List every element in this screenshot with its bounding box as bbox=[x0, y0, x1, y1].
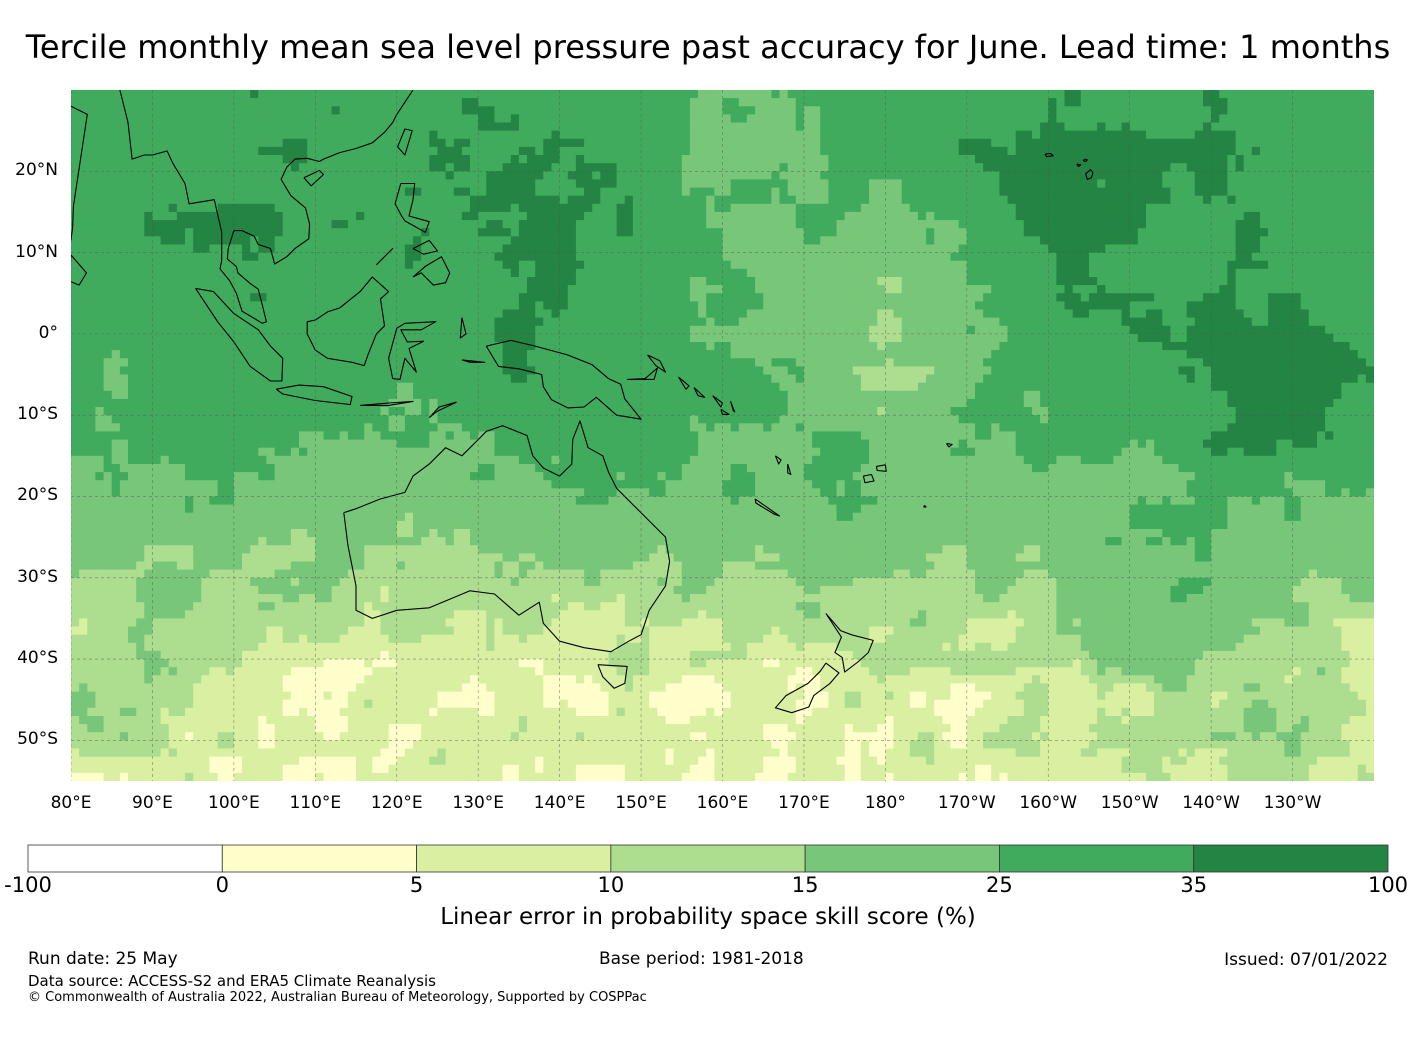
lat-label: 10°S bbox=[17, 404, 58, 425]
lat-label: 0° bbox=[38, 322, 58, 343]
coastline-3 bbox=[774, 662, 840, 714]
lat-label: 20°N bbox=[15, 160, 58, 181]
colorbar-tick-label: 35 bbox=[1180, 873, 1208, 897]
coastline-16 bbox=[376, 247, 394, 266]
colorbar-tick-label: 0 bbox=[215, 873, 229, 897]
coastline-40 bbox=[946, 443, 953, 448]
gridlines bbox=[71, 90, 1374, 781]
lon-label: 100°E bbox=[208, 793, 260, 813]
lon-label: 130°E bbox=[452, 793, 505, 813]
colorbar-tick-label: 15 bbox=[791, 873, 819, 897]
coastline-34 bbox=[712, 395, 724, 408]
coastline-29 bbox=[862, 473, 875, 484]
coastline-25 bbox=[1085, 169, 1094, 180]
colorbar-bin bbox=[416, 844, 612, 873]
lon-label: 90°E bbox=[132, 793, 173, 813]
coastline-36 bbox=[730, 401, 736, 413]
coastline-41 bbox=[923, 505, 927, 508]
coastline-31 bbox=[774, 455, 782, 465]
coastline-7 bbox=[275, 384, 353, 406]
lat-label: 50°S bbox=[17, 729, 58, 750]
lat-label: 30°S bbox=[17, 566, 58, 587]
colorbar-bin bbox=[221, 844, 417, 873]
lat-label: 40°S bbox=[17, 648, 58, 669]
coastline-19 bbox=[71, 254, 88, 286]
lon-label: 160°W bbox=[1019, 793, 1078, 813]
data-source: Data source: ACCESS-S2 and ERA5 Climate … bbox=[28, 972, 436, 990]
coastline-5 bbox=[306, 276, 390, 367]
coastline-18 bbox=[303, 169, 325, 187]
coastline-35 bbox=[720, 409, 730, 415]
coastline-12 bbox=[461, 359, 486, 363]
colorbar-tick-label: 10 bbox=[597, 873, 625, 897]
coastline-17 bbox=[397, 128, 413, 156]
map-title: Tercile monthly mean sea level pressure … bbox=[25, 28, 1391, 66]
colorbar-tick-label: -100 bbox=[4, 873, 52, 897]
coastline-8 bbox=[388, 321, 437, 380]
coastlines bbox=[71, 90, 1094, 714]
lat-label: 10°N bbox=[15, 241, 58, 262]
colorbar-bin bbox=[999, 844, 1195, 873]
lon-label: 140°E bbox=[533, 793, 586, 813]
colorbar-tick-label: 5 bbox=[409, 873, 424, 897]
coastline-11 bbox=[459, 317, 467, 339]
coastline-26 bbox=[1044, 152, 1054, 158]
lon-label: 150°E bbox=[615, 793, 667, 813]
issued-date: Issued: 07/01/2022 bbox=[1224, 950, 1388, 970]
lon-label: 170°E bbox=[778, 793, 830, 813]
base-period: Base period: 1981-2018 bbox=[599, 949, 804, 969]
coastline-30 bbox=[875, 464, 887, 472]
coastline-4 bbox=[485, 339, 642, 420]
coastline-37 bbox=[627, 367, 658, 380]
coastline-24 bbox=[1082, 158, 1088, 163]
colorbar-bin bbox=[27, 844, 223, 873]
coastline-32 bbox=[787, 463, 792, 476]
lon-label: 170°W bbox=[937, 793, 996, 813]
coastline-28 bbox=[754, 498, 781, 517]
colorbar-bin bbox=[1193, 844, 1389, 873]
coastline-2 bbox=[825, 613, 874, 673]
lon-label: 80°E bbox=[50, 793, 92, 813]
lon-label: 180° bbox=[864, 793, 906, 813]
colorbar-tick-label: 25 bbox=[986, 873, 1013, 897]
colorbar-tick-label: 100 bbox=[1367, 873, 1409, 897]
coastline-0 bbox=[343, 420, 671, 653]
lon-label: 110°E bbox=[289, 793, 342, 813]
coastline-27 bbox=[1076, 163, 1082, 167]
colorbar-label: Linear error in probability space skill … bbox=[440, 904, 976, 930]
copyright: © Commonwealth of Australia 2022, Austra… bbox=[28, 990, 647, 1005]
lon-label: 130°W bbox=[1263, 793, 1322, 813]
coastline-33 bbox=[693, 387, 706, 398]
lon-label: 140°W bbox=[1182, 793, 1240, 813]
coastline-9 bbox=[428, 401, 457, 419]
lat-label: 20°S bbox=[17, 485, 58, 506]
skill-field bbox=[71, 90, 1374, 781]
colorbar-bin bbox=[610, 844, 806, 873]
coastline-10 bbox=[360, 400, 414, 406]
lon-label: 160°E bbox=[696, 793, 749, 813]
coastline-13 bbox=[394, 182, 430, 233]
coastline-6 bbox=[195, 287, 284, 382]
run-date: Run date: 25 May bbox=[28, 949, 178, 969]
lon-label: 150°W bbox=[1100, 793, 1159, 813]
coastline-1 bbox=[597, 664, 628, 689]
colorbar-bin bbox=[804, 844, 1000, 873]
coastline-20 bbox=[71, 105, 88, 243]
coastline-14 bbox=[412, 256, 451, 286]
coastline-39 bbox=[678, 376, 690, 390]
coastline-38 bbox=[647, 354, 667, 373]
lon-label: 120°E bbox=[370, 793, 423, 813]
